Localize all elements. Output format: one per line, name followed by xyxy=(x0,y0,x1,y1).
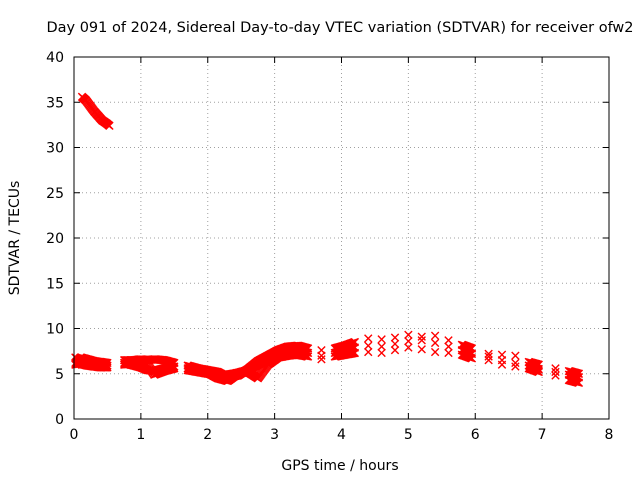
grid xyxy=(74,57,609,419)
data-point xyxy=(430,338,440,348)
x-tick-label: 4 xyxy=(337,427,346,443)
axis-ticks: 0 1 2 3 4 5 6 7 8 0 5 10 15 20 25 30 35 40 xyxy=(46,50,613,443)
data-point xyxy=(574,378,584,387)
y-tick-label: 40 xyxy=(46,50,64,66)
data-point xyxy=(551,364,560,373)
data-point xyxy=(404,330,413,340)
data-point xyxy=(444,342,453,351)
data-point xyxy=(511,351,520,360)
x-tick-label: 7 xyxy=(538,427,547,443)
data-point xyxy=(377,348,386,358)
data-point xyxy=(350,337,360,347)
data-point xyxy=(574,369,584,378)
data-point xyxy=(417,332,426,341)
data-point xyxy=(364,341,373,350)
data-point xyxy=(317,346,326,355)
data-point xyxy=(377,335,386,344)
x-tick-label: 1 xyxy=(136,427,145,443)
y-axis-label: SDTVAR / TECUs xyxy=(7,181,23,296)
y-tick-label: 35 xyxy=(46,95,64,111)
series-high-early xyxy=(77,92,114,130)
data-point xyxy=(377,342,386,351)
data-point xyxy=(444,336,453,345)
data-point xyxy=(390,346,400,355)
data-point xyxy=(430,331,440,340)
data-point xyxy=(303,352,313,361)
data-point xyxy=(364,347,373,357)
data-point xyxy=(484,349,493,359)
data-point xyxy=(303,344,313,353)
data-point xyxy=(497,350,507,359)
data-point xyxy=(404,336,413,346)
y-tick-label: 10 xyxy=(46,322,64,338)
chart-title: Day 091 of 2024, Sidereal Day-to-day VTE… xyxy=(46,20,633,36)
data-point xyxy=(404,343,413,352)
x-tick-label: 5 xyxy=(404,427,413,443)
data-point xyxy=(105,121,114,130)
data-point xyxy=(551,371,560,380)
data-point xyxy=(390,339,400,349)
y-tick-label: 25 xyxy=(46,186,64,202)
data-points xyxy=(71,92,584,387)
y-tick-label: 5 xyxy=(55,367,64,383)
data-point xyxy=(534,367,543,377)
data-point xyxy=(430,347,440,357)
y-tick-label: 15 xyxy=(46,276,64,292)
x-tick-label: 2 xyxy=(203,427,212,443)
x-tick-label: 8 xyxy=(605,427,614,443)
data-point xyxy=(364,334,373,343)
data-point xyxy=(350,348,360,358)
data-point xyxy=(390,333,400,342)
series-band-c xyxy=(71,343,584,387)
y-tick-label: 20 xyxy=(46,231,64,247)
x-tick-label: 3 xyxy=(270,427,279,443)
y-tick-label: 30 xyxy=(46,141,64,157)
x-axis-label: GPS time / hours xyxy=(281,458,398,474)
x-tick-label: 0 xyxy=(70,427,79,443)
x-tick-label: 6 xyxy=(471,427,480,443)
y-tick-label: 0 xyxy=(55,412,64,428)
data-point xyxy=(103,363,112,372)
data-point xyxy=(417,345,426,354)
plot-frame xyxy=(73,56,610,420)
data-point xyxy=(444,348,453,358)
data-point xyxy=(170,364,179,373)
data-point xyxy=(467,354,477,363)
data-point xyxy=(317,355,326,364)
data-point xyxy=(497,360,507,369)
data-point xyxy=(511,362,520,371)
data-point xyxy=(484,355,493,365)
data-point xyxy=(467,344,477,353)
